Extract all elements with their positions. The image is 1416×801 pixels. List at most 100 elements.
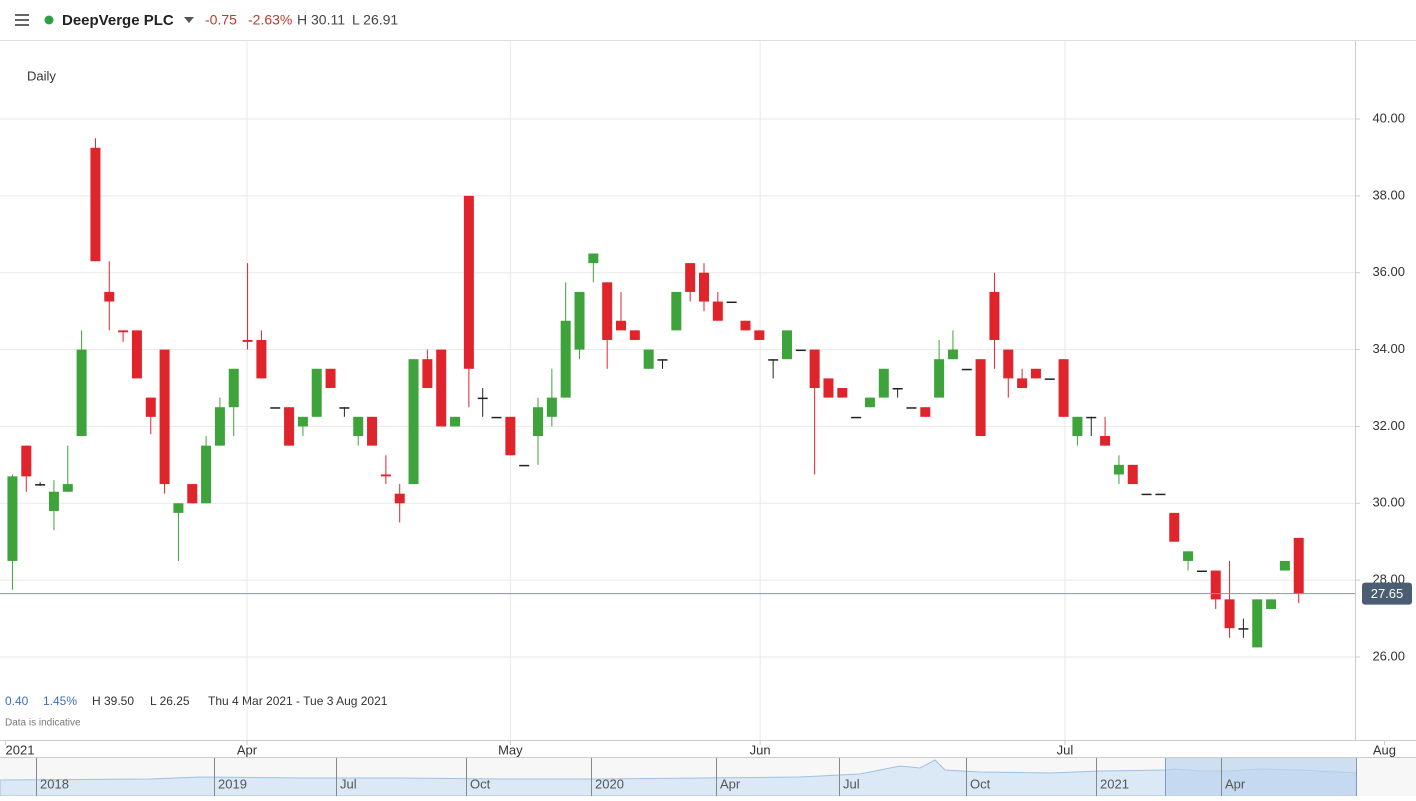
candle-body [436,349,447,427]
candle-body [975,359,986,437]
candle-body [297,416,308,427]
navigator-label: 2019 [218,776,247,791]
candle-body [1113,464,1124,475]
x-tick-label: 2021 [6,743,35,758]
instrument-name[interactable]: DeepVerge PLC [62,12,174,29]
y-tick-label: 30.00 [1372,495,1405,510]
candle-body [339,407,350,409]
candle-body [367,416,378,446]
x-tick-label: Aug [1373,743,1396,758]
candle-body [588,253,599,264]
candle-body [491,416,502,419]
candle-body [242,339,253,342]
x-tick-label: Jul [1057,743,1074,758]
summary-change-pct: 1.45% [43,694,77,708]
navigator-label: 2018 [40,776,69,791]
candle-body [546,397,557,417]
candle-body [408,359,419,485]
candle-body [1183,551,1194,561]
candle-body [1003,349,1014,379]
y-tick-label: 26.00 [1372,648,1405,663]
candle-body [1279,560,1290,571]
candle-body [1127,464,1138,485]
navigator-label: 2021 [1100,776,1129,791]
candle-body [325,368,336,389]
candle-body [560,320,571,398]
candle-body [311,368,322,417]
note: Data is indicative [5,718,81,729]
candle-body [519,464,530,467]
y-tick-label: 36.00 [1372,264,1405,279]
candle-body [173,503,184,513]
navigator[interactable] [0,757,1416,797]
interval-label: Daily [27,68,56,83]
candle-body [1100,436,1111,446]
summary-range: Thu 4 Mar 2021 - Tue 3 Aug 2021 [208,694,388,708]
candle-body [1017,378,1028,389]
candle-body [463,195,474,369]
candle-body [228,368,239,408]
candle-body [961,368,972,371]
header-change-pct: -2.63% [248,12,292,28]
candle-body [851,416,862,419]
candle-body [768,359,779,361]
status-dot [44,15,54,25]
candle-body [256,339,267,379]
summary-high: H 39.50 [92,694,134,708]
candle-body [989,291,1000,340]
y-tick-label: 40.00 [1372,110,1405,125]
candle-body [1196,570,1207,573]
candle-body [837,388,848,398]
candle-body [906,407,917,409]
candle-body [629,330,640,340]
candle-body [90,147,101,262]
candle-body [1086,416,1097,419]
candle-body [422,359,433,389]
candle-body [698,272,709,302]
candle-body [353,416,364,437]
candle-body [1252,599,1263,648]
candle-body [284,407,295,446]
candle-body [671,291,682,331]
candle-body [118,330,129,333]
candle-body [809,349,820,389]
candle-body [947,349,958,360]
x-tick-label: Apr [237,743,258,758]
candle-body [643,349,654,369]
navigator-label: Apr [720,776,741,791]
header-high: H 30.11 [297,12,345,28]
y-tick-label: 32.00 [1372,418,1405,433]
candle-body [505,416,516,456]
candle-body [1058,359,1069,417]
candle-body [1169,512,1180,542]
candle-body [740,320,751,331]
candle-body [1293,537,1304,594]
candle-body [1210,570,1221,600]
navigator-label: Oct [470,776,491,791]
candle-body [823,378,834,398]
dropdown-arrow[interactable] [184,17,194,23]
summary-low: L 26.25 [150,694,190,708]
candle-body [1072,416,1083,437]
candle-body [712,301,723,321]
candle-body [920,407,931,417]
candle-body [1224,599,1235,629]
candle-body [781,330,792,360]
candle-body [131,330,142,379]
candle-body [187,484,198,504]
navigator-label: Jul [340,776,357,791]
candle-body [1030,368,1041,379]
navigator-label: Jul [843,776,860,791]
candle-body [1238,628,1249,630]
candle-body [892,388,903,390]
x-tick-label: May [498,743,523,758]
navigator-label: Apr [1225,776,1246,791]
candle-body [657,359,668,361]
header-change: -0.75 [205,12,237,28]
header-low: L 26.91 [352,12,398,28]
menu-icon[interactable] [15,14,29,26]
candle-body [1266,599,1277,609]
candle-body [450,416,461,427]
